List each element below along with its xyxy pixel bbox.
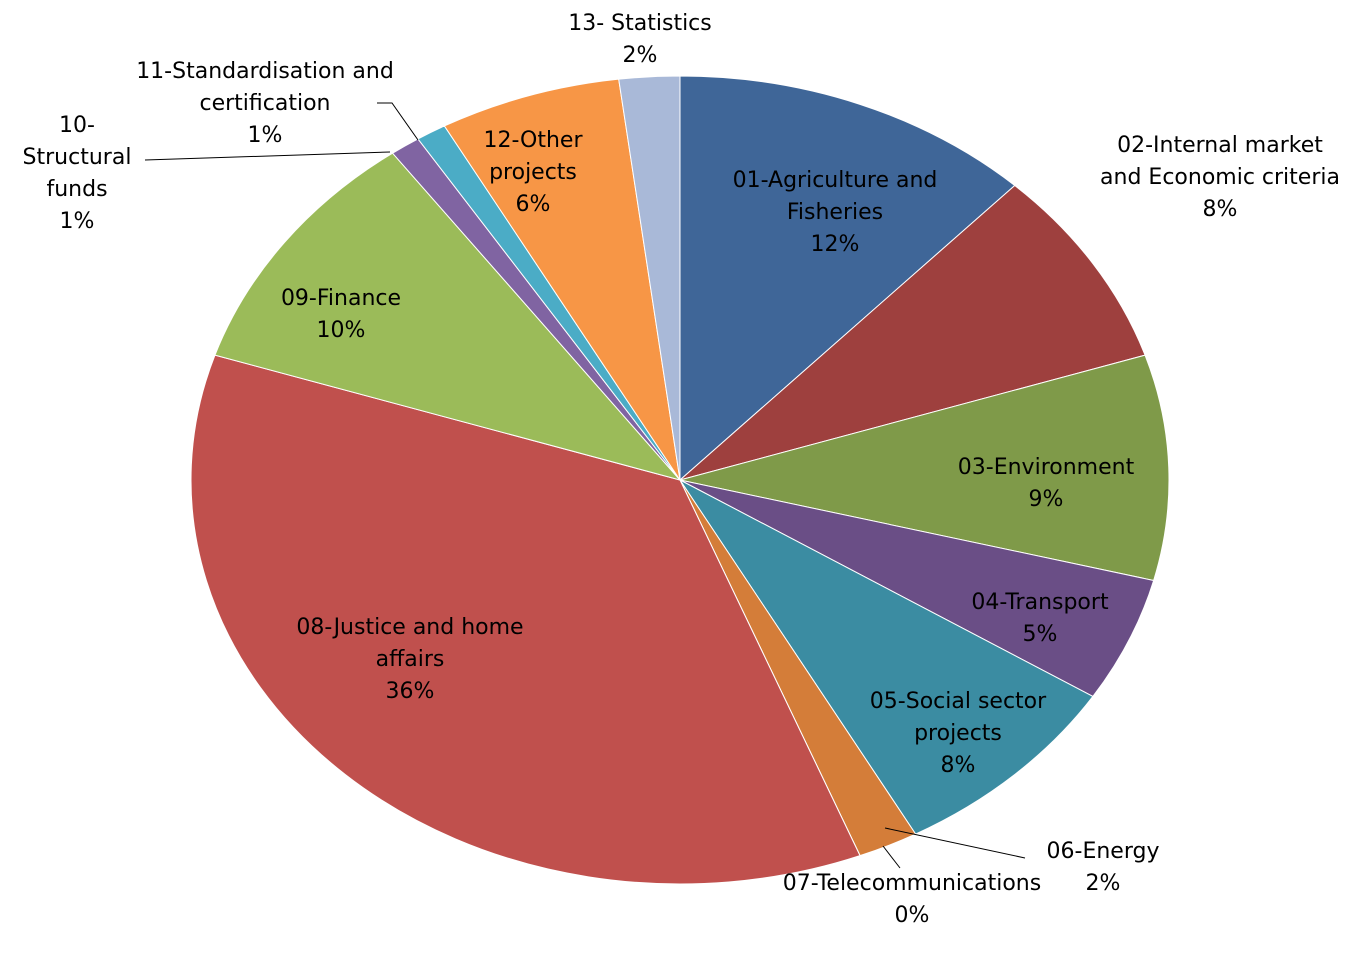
value-label: 10%: [316, 318, 366, 343]
category-label: 01-Agriculture and Fisheries: [732, 168, 938, 225]
slice-label: 05-Social sector projects 8%: [843, 686, 1073, 782]
value-label: 6%: [515, 192, 551, 217]
value-label: 9%: [1028, 487, 1064, 512]
slice-label: 01-Agriculture and Fisheries 12%: [695, 165, 975, 261]
slice-label: 03-Environment 9%: [926, 452, 1166, 516]
leader-line: [882, 845, 901, 869]
category-label: 04-Transport: [971, 590, 1109, 615]
value-label: 2%: [1085, 871, 1121, 896]
leader-line: [377, 102, 419, 141]
pie-slice: [190, 354, 861, 885]
slice-label: 02-Internal market and Economic criteria…: [1100, 130, 1340, 226]
slice-label: 07-Telecommunications 0%: [767, 868, 1057, 932]
slice-label: 09-Finance 10%: [241, 283, 441, 347]
value-label: 2%: [622, 43, 658, 68]
category-label: 10-Structural funds: [22, 113, 132, 202]
value-label: 0%: [894, 903, 930, 928]
category-label: 09-Finance: [280, 286, 402, 311]
pie-slice: [618, 75, 681, 481]
leader-line: [144, 151, 391, 161]
slice-label: 11-Standardisation and certification 1%: [135, 56, 395, 152]
category-label: 08-Justice and home affairs: [296, 615, 524, 672]
value-label: 8%: [940, 753, 976, 778]
category-label: 12-Other projects: [483, 128, 583, 185]
slice-label: 13- Statistics 2%: [540, 8, 740, 72]
slice-label: 04-Transport 5%: [930, 587, 1150, 651]
value-label: 12%: [810, 232, 860, 257]
pie-slice: [679, 75, 1016, 482]
leader-line: [884, 827, 1026, 859]
pie-slice: [679, 479, 1155, 698]
category-label: 06-Energy: [1046, 839, 1160, 864]
pie-slice: [443, 78, 681, 481]
pie-slice: [679, 479, 1094, 835]
value-label: 5%: [1022, 622, 1058, 647]
pie-slice: [214, 152, 682, 481]
value-label: 1%: [247, 123, 283, 148]
slice-label: 10-Structural funds 1%: [22, 110, 132, 238]
category-label: 03-Environment: [957, 455, 1135, 480]
category-label: 02-Internal market and Economic criteria: [1100, 133, 1340, 190]
category-label: 11-Standardisation and certification: [136, 59, 394, 116]
value-label: 36%: [385, 679, 435, 704]
pie-slice: [679, 354, 1170, 582]
slice-label: 08-Justice and home affairs 36%: [260, 612, 560, 708]
value-label: 8%: [1202, 197, 1238, 222]
value-label: 1%: [59, 209, 95, 234]
category-label: 07-Telecommunications: [782, 871, 1042, 896]
slice-label: 12-Other projects 6%: [463, 125, 603, 221]
category-label: 05-Social sector projects: [869, 689, 1047, 746]
category-label: 13- Statistics: [568, 11, 712, 36]
slice-label: 06-Energy 2%: [1013, 836, 1193, 900]
pie-slice: [679, 184, 1146, 481]
